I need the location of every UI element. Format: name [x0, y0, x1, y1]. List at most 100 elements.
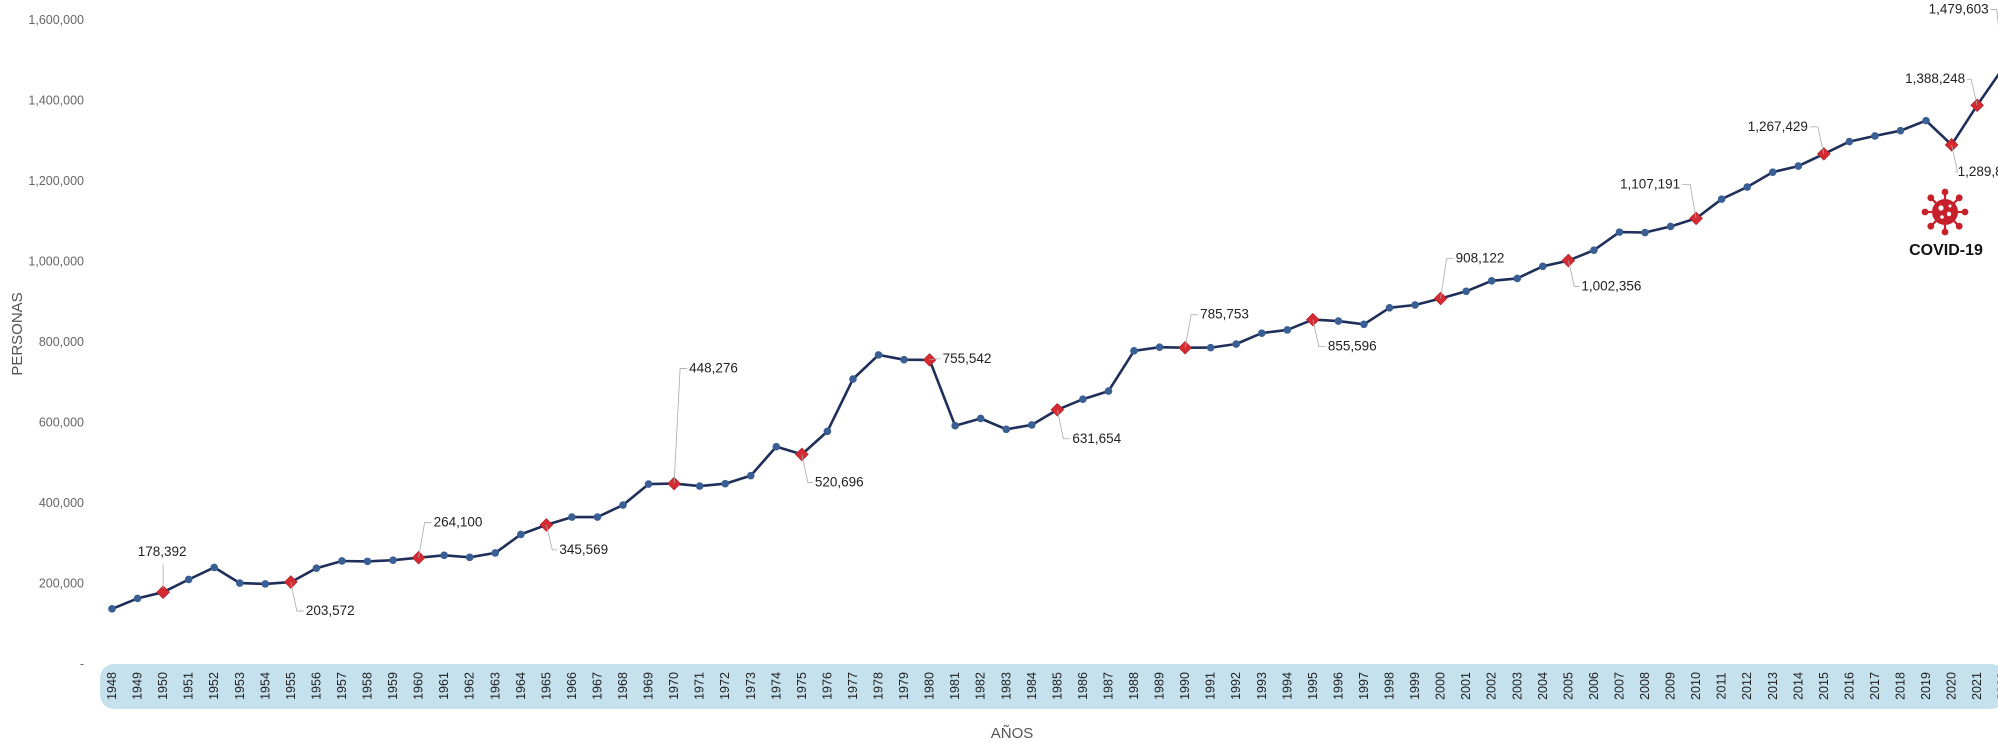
data-point [823, 427, 832, 436]
data-label: 855,596 [1328, 339, 1377, 354]
data-point [1615, 228, 1624, 236]
data-point [874, 351, 883, 359]
x-tick-label: 1950 [156, 672, 170, 700]
x-tick-label: 1974 [769, 672, 783, 700]
highlight-point [156, 585, 170, 599]
x-tick-label: 2013 [1766, 672, 1780, 700]
x-tick-label: 1976 [820, 672, 834, 700]
x-tick-label: 1949 [131, 672, 145, 700]
x-tick-label: 2021 [1970, 672, 1984, 700]
annotation-leader [1312, 319, 1326, 348]
x-tick-label: 1966 [565, 672, 579, 700]
y-tick-label: 1,000,000 [28, 255, 84, 269]
x-tick-label: 1965 [539, 672, 553, 700]
x-tick-label: 2020 [1945, 672, 1959, 700]
data-point [1539, 262, 1547, 271]
x-tick-label: 1998 [1383, 672, 1397, 700]
x-tick-label: 2001 [1459, 672, 1473, 700]
x-tick-label: 1952 [207, 672, 221, 700]
x-tick-label: 1975 [795, 672, 809, 700]
x-tick-label: 1995 [1306, 672, 1320, 700]
data-point [1768, 168, 1777, 176]
x-tick-label: 2015 [1817, 672, 1831, 700]
x-tick-label: 1953 [233, 672, 247, 700]
x-tick-label: 1951 [182, 672, 196, 700]
x-tick-label: 1960 [412, 672, 426, 700]
x-tick-label: 1983 [999, 672, 1013, 700]
x-tick-label: 2004 [1536, 672, 1550, 700]
x-axis-band [100, 664, 1998, 709]
x-tick-label: 2010 [1689, 672, 1703, 700]
x-tick-label: 1971 [693, 672, 707, 700]
data-label: 178,392 [138, 544, 187, 559]
x-axis: 1948 1949 1950 1951 1952 1953 1954 1955 1956 1957… [105, 672, 1998, 700]
data-point [1462, 287, 1470, 296]
data-point [1487, 277, 1496, 285]
y-tick-label: 1,400,000 [28, 94, 84, 108]
x-tick-label: 1987 [1101, 672, 1115, 700]
data-point [1717, 195, 1726, 203]
data-point [363, 557, 372, 566]
y-tick-label: 800,000 [39, 335, 84, 349]
data-point [1845, 137, 1854, 146]
x-tick-label: 1982 [974, 672, 988, 700]
x-tick-label: 1992 [1229, 672, 1243, 700]
y-axis: 1,600,000 1,400,000 1,200,000 1,000,000 800,… [28, 13, 84, 671]
x-tick-label: 1980 [923, 672, 937, 700]
data-label: 264,100 [434, 515, 483, 530]
data-label: 1,388,248 [1905, 71, 1965, 86]
data-label: 203,572 [306, 603, 355, 618]
x-tick-label: 2018 [1894, 672, 1908, 700]
data-point [746, 471, 755, 480]
annotation-leader [290, 581, 304, 612]
x-tick-label: 1999 [1408, 672, 1422, 700]
data-point [312, 564, 321, 573]
x-tick-label: 1956 [309, 672, 323, 700]
data-point [1206, 343, 1215, 352]
x-axis-title: AÑOS [991, 725, 1034, 742]
data-point [1232, 340, 1240, 348]
x-tick-label: 2007 [1612, 672, 1626, 700]
data-point [517, 530, 525, 539]
annotation-leader [1184, 314, 1199, 348]
annotation-leader [929, 358, 941, 361]
data-point [1079, 395, 1087, 403]
annotation-leader [1682, 183, 1697, 219]
x-tick-label: 2009 [1664, 672, 1678, 700]
x-tick-label: 1994 [1280, 672, 1294, 700]
data-point [568, 513, 576, 521]
data-point [772, 442, 781, 451]
data-point [338, 557, 346, 565]
x-tick-label: 1977 [846, 672, 860, 700]
x-tick-label: 1954 [258, 672, 272, 700]
annotation-leader [1990, 9, 1998, 27]
y-tick-label: 200,000 [39, 577, 84, 591]
data-label: 448,276 [689, 361, 738, 376]
data-label: 1,107,191 [1620, 176, 1680, 191]
x-tick-label: 1981 [948, 672, 962, 700]
x-tick-label: 1968 [616, 672, 630, 700]
x-tick-label: 2000 [1434, 672, 1448, 700]
data-point [1028, 421, 1036, 429]
x-tick-label: 1991 [1204, 672, 1218, 700]
data-point [976, 414, 985, 423]
data-point [1896, 126, 1905, 135]
data-point [1871, 132, 1879, 140]
annotation-leader [418, 522, 432, 558]
data-point [210, 563, 218, 572]
data-point [721, 479, 729, 488]
y-axis-title: PERSONAS [9, 292, 26, 375]
x-tick-label: 1996 [1331, 672, 1345, 700]
x-tick-label: 2011 [1715, 673, 1729, 700]
data-label: 908,122 [1456, 250, 1505, 265]
x-tick-label: 1955 [284, 672, 298, 700]
annotation-leader [1809, 126, 1825, 154]
x-tick-label: 2022 [1996, 672, 1998, 700]
data-point [261, 580, 270, 588]
x-tick-label: 1962 [463, 672, 477, 700]
x-tick-label: 1964 [514, 672, 528, 700]
annotation-leader [1440, 258, 1454, 299]
data-label: 1,002,356 [1581, 279, 1641, 294]
x-tick-label: 1972 [718, 672, 732, 700]
x-tick-label: 1978 [872, 672, 886, 700]
